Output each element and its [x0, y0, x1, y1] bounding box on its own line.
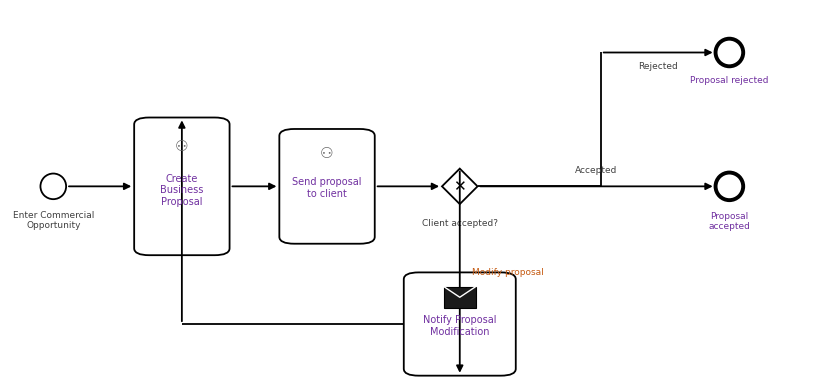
Ellipse shape — [716, 173, 743, 200]
Text: ⚇: ⚇ — [320, 146, 333, 161]
Text: Modify proposal: Modify proposal — [472, 268, 544, 277]
Text: Send proposal
to client: Send proposal to client — [292, 177, 362, 199]
FancyBboxPatch shape — [134, 118, 229, 255]
Ellipse shape — [40, 173, 66, 199]
Text: Notify Proposal
Modification: Notify Proposal Modification — [423, 315, 496, 337]
Text: ✕: ✕ — [454, 179, 466, 194]
Text: Client accepted?: Client accepted? — [422, 219, 498, 229]
Text: Rejected: Rejected — [638, 62, 678, 71]
Text: ⚇: ⚇ — [175, 139, 189, 154]
Ellipse shape — [716, 39, 743, 66]
Text: Proposal rejected: Proposal rejected — [690, 76, 769, 85]
Polygon shape — [442, 169, 478, 204]
FancyBboxPatch shape — [280, 129, 375, 244]
FancyBboxPatch shape — [444, 287, 475, 308]
Text: Create
Business
Proposal: Create Business Proposal — [160, 173, 203, 207]
FancyBboxPatch shape — [404, 272, 516, 376]
Text: Enter Commercial
Opportunity: Enter Commercial Opportunity — [13, 211, 94, 230]
Text: Proposal
accepted: Proposal accepted — [708, 211, 750, 231]
Text: Accepted: Accepted — [575, 166, 617, 175]
